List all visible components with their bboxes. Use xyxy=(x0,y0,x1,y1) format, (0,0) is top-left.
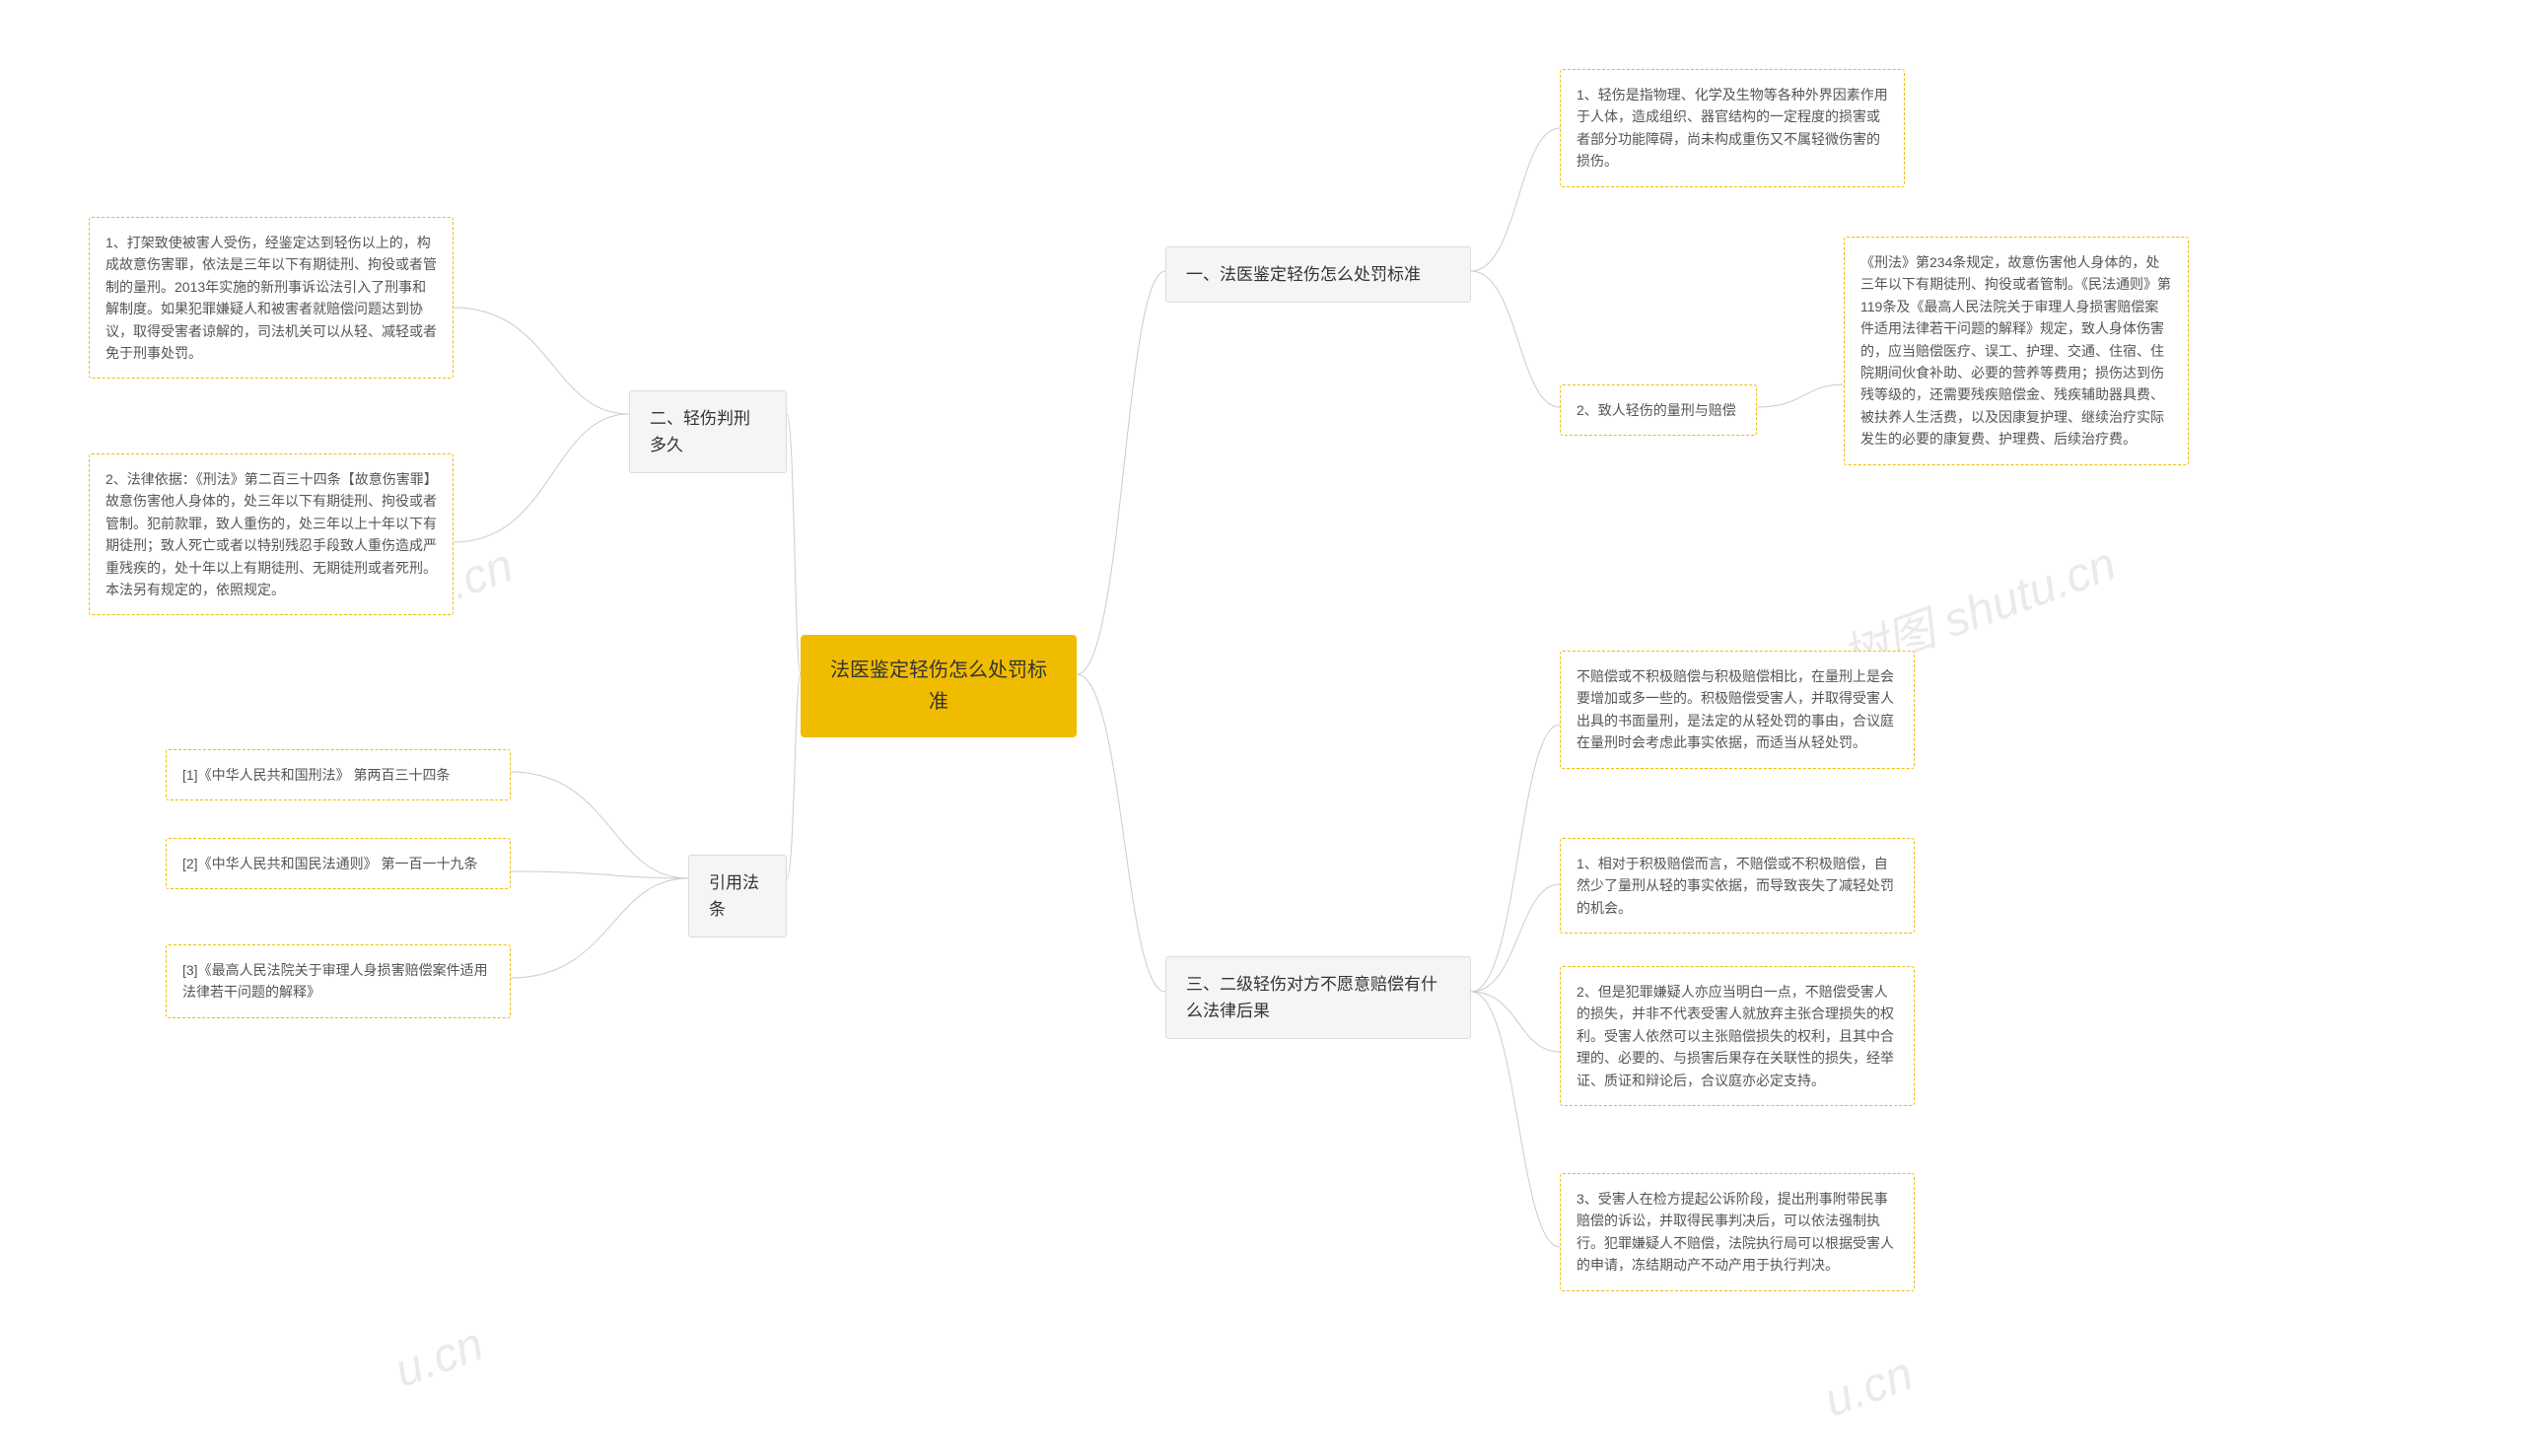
root-node[interactable]: 法医鉴定轻伤怎么处罚标准 xyxy=(801,635,1077,737)
leaf-node[interactable]: 2、但是犯罪嫌疑人亦应当明白一点，不赔偿受害人的损失，并非不代表受害人就放弃主张… xyxy=(1560,966,1915,1106)
leaf-node[interactable]: 不赔偿或不积极赔偿与积极赔偿相比，在量刑上是会要增加或多一些的。积极赔偿受害人，… xyxy=(1560,651,1915,769)
leaf-node[interactable]: [1]《中华人民共和国刑法》 第两百三十四条 xyxy=(166,749,511,800)
leaf-text: [1]《中华人民共和国刑法》 第两百三十四条 xyxy=(182,767,450,783)
leaf-node[interactable]: 1、打架致使被害人受伤，经鉴定达到轻伤以上的，构成故意伤害罪，依法是三年以下有期… xyxy=(89,217,454,379)
sub-node[interactable]: 《刑法》第234条规定，故意伤害他人身体的，处三年以下有期徒刑、拘役或者管制。《… xyxy=(1844,237,2189,465)
leaf-text: 不赔偿或不积极赔偿与积极赔偿相比，在量刑上是会要增加或多一些的。积极赔偿受害人，… xyxy=(1577,668,1894,750)
leaf-node[interactable]: 1、轻伤是指物理、化学及生物等各种外界因素作用于人体，造成组织、器官结构的一定程… xyxy=(1560,69,1905,187)
leaf-node[interactable]: [3]《最高人民法院关于审理人身损害赔偿案件适用法律若干问题的解释》 xyxy=(166,944,511,1018)
leaf-node[interactable]: 2、法律依据：《刑法》第二百三十四条【故意伤害罪】故意伤害他人身体的，处三年以下… xyxy=(89,453,454,615)
leaf-text: 1、轻伤是指物理、化学及生物等各种外界因素作用于人体，造成组织、器官结构的一定程… xyxy=(1577,87,1888,169)
leaf-text: [2]《中华人民共和国民法通则》 第一百一十九条 xyxy=(182,856,477,871)
branch-label: 一、法医鉴定轻伤怎么处罚标准 xyxy=(1186,265,1421,284)
leaf-node[interactable]: [2]《中华人民共和国民法通则》 第一百一十九条 xyxy=(166,838,511,889)
leaf-text: 2、致人轻伤的量刑与赔偿 xyxy=(1577,402,1736,418)
leaf-text: 2、但是犯罪嫌疑人亦应当明白一点，不赔偿受害人的损失，并非不代表受害人就放弃主张… xyxy=(1577,984,1894,1088)
branch-label: 三、二级轻伤对方不愿意赔偿有什么法律后果 xyxy=(1186,975,1437,1020)
branch-label: 二、轻伤判刑多久 xyxy=(650,409,750,454)
leaf-text: 1、相对于积极赔偿而言，不赔偿或不积极赔偿，自然少了量刑从轻的事实依据，而导致丧… xyxy=(1577,856,1894,916)
leaf-text: [3]《最高人民法院关于审理人身损害赔偿案件适用法律若干问题的解释》 xyxy=(182,962,488,1000)
leaf-node[interactable]: 2、致人轻伤的量刑与赔偿 xyxy=(1560,384,1757,436)
leaf-node[interactable]: 1、相对于积极赔偿而言，不赔偿或不积极赔偿，自然少了量刑从轻的事实依据，而导致丧… xyxy=(1560,838,1915,934)
watermark: u.cn xyxy=(387,1317,490,1399)
leaf-node[interactable]: 3、受害人在检方提起公诉阶段，提出刑事附带民事赔偿的诉讼，并取得民事判决后，可以… xyxy=(1560,1173,1915,1291)
root-label: 法医鉴定轻伤怎么处罚标准 xyxy=(830,659,1047,713)
branch-label: 引用法条 xyxy=(709,873,759,919)
leaf-text: 1、打架致使被害人受伤，经鉴定达到轻伤以上的，构成故意伤害罪，依法是三年以下有期… xyxy=(105,235,437,361)
branch-node-1[interactable]: 一、法医鉴定轻伤怎么处罚标准 xyxy=(1165,246,1471,303)
leaf-text: 3、受害人在检方提起公诉阶段，提出刑事附带民事赔偿的诉讼，并取得民事判决后，可以… xyxy=(1577,1191,1894,1273)
branch-node-3[interactable]: 三、二级轻伤对方不愿意赔偿有什么法律后果 xyxy=(1165,956,1471,1039)
leaf-text: 2、法律依据：《刑法》第二百三十四条【故意伤害罪】故意伤害他人身体的，处三年以下… xyxy=(105,471,437,597)
leaf-text: 《刑法》第234条规定，故意伤害他人身体的，处三年以下有期徒刑、拘役或者管制。《… xyxy=(1860,254,2171,447)
branch-node-4[interactable]: 引用法条 xyxy=(688,855,787,937)
watermark: u.cn xyxy=(1817,1347,1920,1428)
branch-node-2[interactable]: 二、轻伤判刑多久 xyxy=(629,390,787,473)
